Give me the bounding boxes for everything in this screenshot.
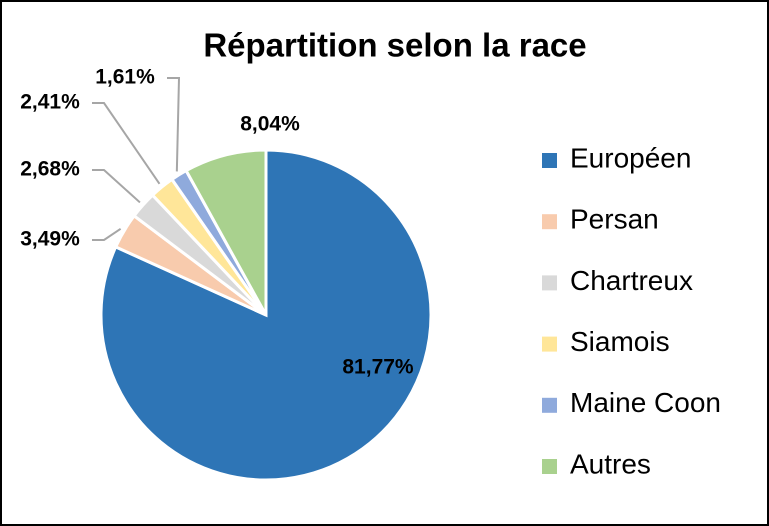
leader-line <box>167 77 181 172</box>
data-label: 8,04% <box>240 113 300 136</box>
legend-swatch <box>542 397 557 413</box>
legend-swatch <box>542 336 557 352</box>
legend-swatch <box>542 214 557 230</box>
chart-title: Répartition selon la race <box>203 27 586 64</box>
data-label: 2,41% <box>20 91 80 114</box>
legend-label: Européen <box>570 142 691 173</box>
legend-label: Persan <box>570 204 659 235</box>
leader-line <box>92 102 161 185</box>
data-label: 1,61% <box>95 66 155 89</box>
data-label: 3,49% <box>20 228 80 251</box>
legend-label: Maine Coon <box>570 387 721 418</box>
data-label: 2,68% <box>20 158 80 181</box>
pie-slice <box>184 148 268 316</box>
legend-label: Chartreux <box>570 265 693 296</box>
data-label: 81,77% <box>342 356 414 379</box>
legend-label: Autres <box>570 448 651 479</box>
legend-label: Siamois <box>570 326 670 357</box>
leader-line <box>92 169 141 204</box>
legend-swatch <box>542 275 557 291</box>
leader-line <box>92 228 122 241</box>
legend-swatch <box>542 459 557 474</box>
legend-swatch <box>542 153 557 168</box>
